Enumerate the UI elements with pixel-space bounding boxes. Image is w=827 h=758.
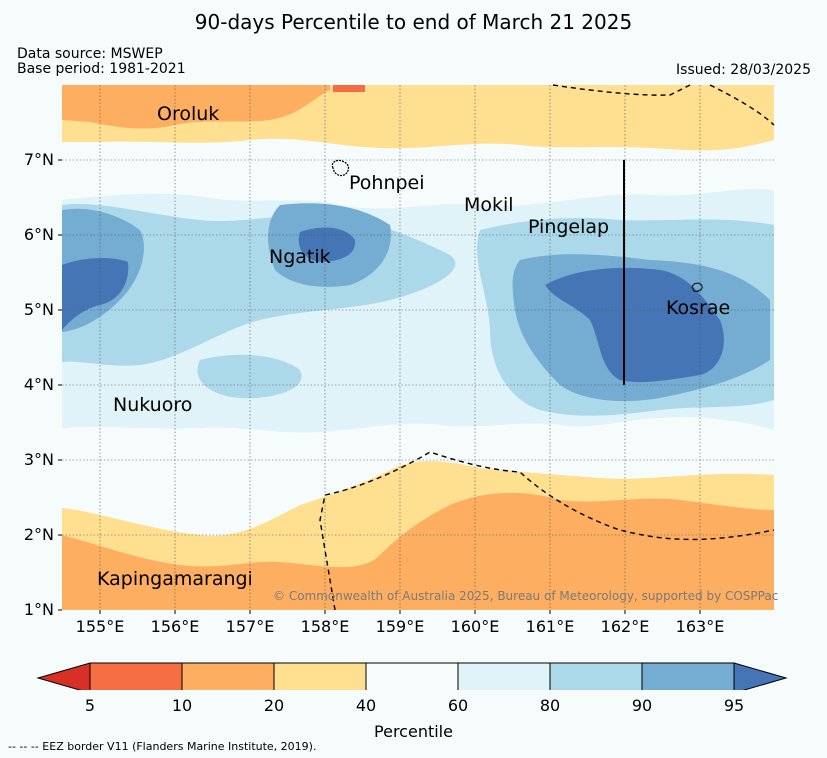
place-mokil: Mokil — [464, 194, 514, 216]
lat-label: 1°N — [23, 600, 54, 619]
graticule — [62, 85, 774, 610]
colorbar-segment — [90, 663, 182, 690]
lon-label: 155°E — [75, 617, 125, 636]
lat-label: 5°N — [23, 300, 54, 319]
colorbar-segment — [550, 663, 642, 690]
colorbar-segment — [36, 662, 91, 690]
data-source: Data source: MSWEP — [17, 46, 163, 62]
place-kapingamarangi: Kapingamarangi — [97, 568, 253, 590]
place-pingelap: Pingelap — [528, 216, 610, 238]
lon-label: 161°E — [525, 617, 575, 636]
colorbar-segment — [458, 663, 550, 690]
place-nukuoro: Nukuoro — [113, 394, 193, 416]
colorbar-tick: 40 — [355, 696, 377, 715]
place-ngatik: Ngatik — [269, 246, 331, 268]
lon-label: 163°E — [675, 617, 725, 636]
lon-label: 159°E — [375, 617, 425, 636]
lat-label: 4°N — [23, 375, 54, 394]
lon-label: 160°E — [450, 617, 500, 636]
lon-label: 156°E — [150, 617, 200, 636]
colorbar-segment — [182, 663, 274, 690]
colorbar-segment — [733, 662, 788, 690]
lat-label: 3°N — [23, 450, 54, 469]
colorbar-tick: 60 — [447, 696, 469, 715]
base-period: Base period: 1981-2021 — [17, 61, 186, 77]
colorbar — [36, 662, 788, 690]
lon-label: 158°E — [300, 617, 350, 636]
place-oroluk: Oroluk — [157, 103, 220, 125]
colorbar-tick: 20 — [263, 696, 285, 715]
pohnpei-island — [331, 159, 350, 177]
lat-label: 7°N — [23, 150, 54, 169]
percentile-field — [62, 85, 774, 610]
colorbar-segment — [274, 663, 366, 690]
colorbar-tick: 10 — [171, 696, 193, 715]
colorbar-tick: 5 — [84, 696, 96, 715]
lat-label: 6°N — [23, 225, 54, 244]
lon-label: 157°E — [225, 617, 275, 636]
eez-border — [319, 84, 775, 611]
source-info: Data source: MSWEP Base period: 1981-202… — [17, 47, 186, 77]
place-kosrae: Kosrae — [666, 297, 731, 319]
map-title: 90-days Percentile to end of March 21 20… — [194, 10, 633, 34]
colorbar-segment — [642, 663, 734, 690]
lat-label: 2°N — [23, 525, 54, 544]
colorbar-tick: 95 — [723, 696, 745, 715]
place-pohnpei: Pohnpei — [349, 172, 425, 194]
colorbar-label: Percentile — [374, 722, 453, 741]
issued-date: Issued: 28/03/2025 — [676, 62, 811, 78]
colorbar-tick: 90 — [631, 696, 653, 715]
axis-ticks — [58, 159, 701, 614]
colorbar-segment — [366, 663, 458, 690]
lon-label: 162°E — [600, 617, 650, 636]
percentile-map — [36, 84, 788, 690]
eez-footnote: -- -- -- EEZ border V11 (Flanders Marine… — [8, 740, 317, 753]
colorbar-tick: 80 — [539, 696, 561, 715]
kosrae-island — [691, 282, 703, 292]
copyright-note: © Commonwealth of Australia 2025, Bureau… — [273, 589, 779, 603]
